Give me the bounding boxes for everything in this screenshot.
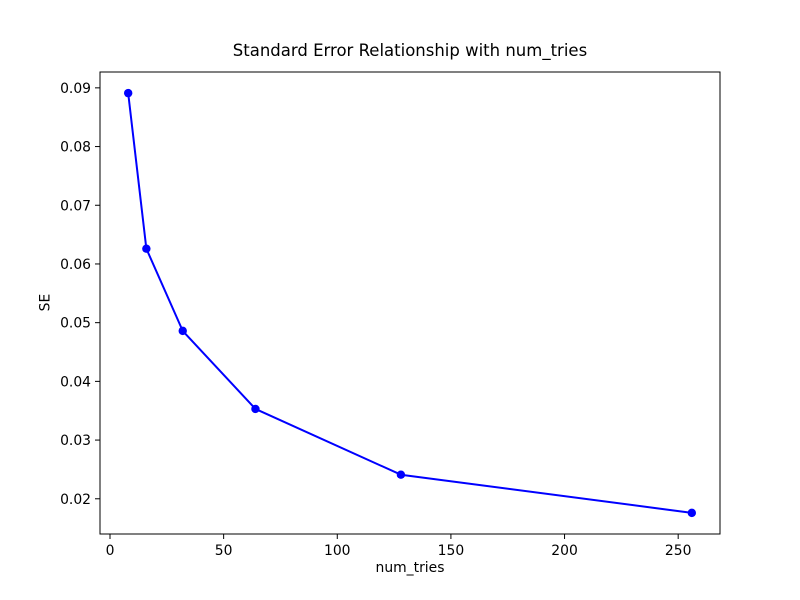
data-point — [142, 244, 151, 253]
chart-title: Standard Error Relationship with num_tri… — [232, 41, 588, 60]
y-tick-label: 0.06 — [60, 257, 91, 273]
y-tick-label: 0.04 — [60, 374, 91, 390]
y-tick-label: 0.05 — [60, 316, 91, 332]
x-tick-label: 250 — [665, 543, 692, 559]
x-tick-label: 0 — [106, 543, 115, 559]
y-tick-label: 0.08 — [60, 140, 91, 156]
data-point — [251, 404, 260, 414]
data-line — [127, 92, 693, 514]
plot-area — [99, 71, 721, 535]
data-point — [396, 470, 406, 479]
x-tick-label: 200 — [551, 543, 578, 559]
y-tick-label: 0.07 — [60, 198, 91, 214]
data-point — [178, 326, 187, 336]
y-tick-label: 0.03 — [60, 433, 91, 449]
x-tick-label: 150 — [438, 543, 465, 559]
x-tick-label: 100 — [324, 543, 351, 559]
y-tick-label: 0.09 — [60, 81, 91, 97]
x-axis-label: num_tries — [375, 560, 445, 576]
x-tick-label: 50 — [215, 543, 233, 559]
y-axis-label: SE — [37, 293, 54, 312]
y-tick-label: 0.02 — [60, 492, 91, 508]
data-point — [123, 88, 133, 98]
data-point — [687, 508, 697, 518]
